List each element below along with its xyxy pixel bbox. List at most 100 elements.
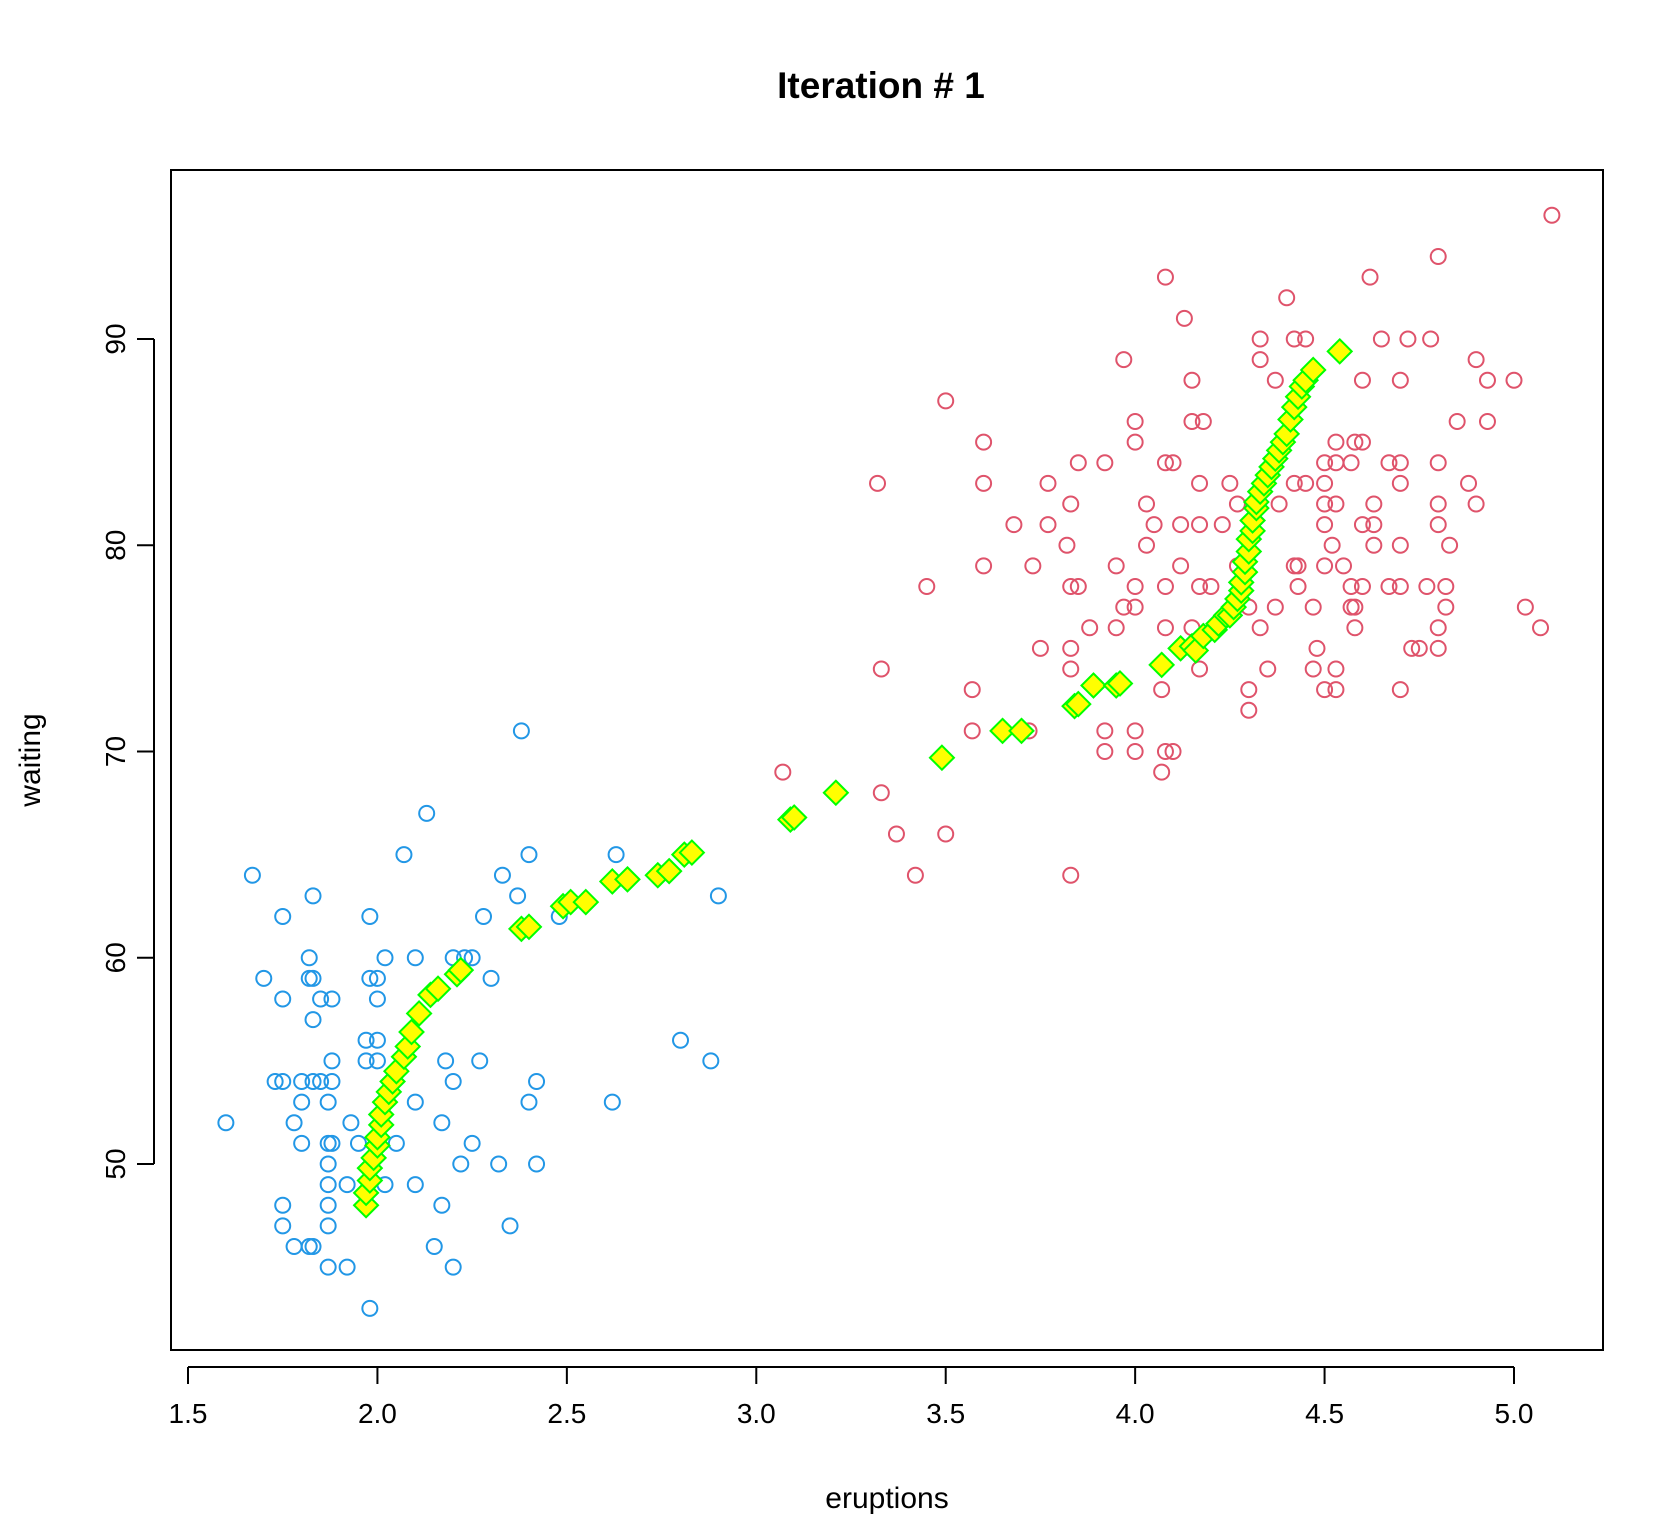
circle-point <box>1429 495 1447 513</box>
circle-point <box>1096 722 1114 740</box>
circle-point <box>1335 557 1353 575</box>
circle-point <box>501 1217 519 1235</box>
circle-point <box>1327 660 1345 678</box>
circle-point <box>1316 495 1334 513</box>
circle-point <box>1391 536 1409 554</box>
circle-point <box>1175 309 1193 327</box>
circle-point <box>1156 454 1174 472</box>
circle-point <box>1403 639 1421 657</box>
diamond-point <box>1080 672 1107 699</box>
circle-point <box>319 1134 337 1152</box>
circle-point <box>1346 619 1364 637</box>
circle-point <box>937 825 955 843</box>
circle-point <box>1297 330 1315 348</box>
circle-point <box>1391 578 1409 595</box>
circle-point <box>357 1031 375 1049</box>
circle-point <box>1266 598 1284 616</box>
circle-point <box>1429 516 1447 534</box>
circle-point <box>1410 639 1428 657</box>
circle-point <box>1213 516 1231 534</box>
circle-point <box>444 1258 462 1276</box>
circle-point <box>395 846 413 864</box>
circle-point <box>338 1258 356 1276</box>
circle-point <box>1323 536 1341 554</box>
circle-point <box>243 866 261 884</box>
circle-point <box>406 1093 424 1111</box>
circle-point <box>361 969 379 987</box>
x-tick-label: 4.5 <box>1305 1398 1344 1429</box>
circle-point <box>1327 433 1345 451</box>
circle-point <box>975 433 993 451</box>
diamond-point <box>928 744 956 772</box>
circle-point <box>1289 578 1307 595</box>
circle-point <box>1418 578 1436 595</box>
circle-point <box>304 887 322 905</box>
circle-point <box>1191 578 1209 595</box>
circle-point <box>1126 598 1144 616</box>
circle-point <box>975 474 993 492</box>
circle-point <box>368 990 386 1008</box>
diamond-point <box>1148 651 1176 679</box>
circle-point <box>349 1134 367 1152</box>
circle-point <box>1327 681 1345 699</box>
circle-point <box>963 681 981 699</box>
diamond-point <box>405 1000 433 1027</box>
circle-point <box>1372 330 1390 348</box>
circle-point <box>323 1134 341 1152</box>
circle-point <box>1342 454 1360 472</box>
circle-point <box>1297 474 1315 492</box>
circle-point <box>304 969 322 987</box>
circle-point <box>319 1258 337 1276</box>
circle-point <box>1429 639 1447 657</box>
circle-point <box>1096 743 1114 760</box>
circle-point <box>444 1073 462 1090</box>
circle-point <box>1478 413 1496 430</box>
x-axis-ticks: 1.5 2.0 2.5 3.0 3.5 4.0 4.5 5.0 <box>169 1367 1533 1429</box>
circle-point <box>312 990 330 1008</box>
circle-point <box>1172 557 1190 575</box>
circle-point <box>1183 413 1201 430</box>
circle-point <box>1126 433 1144 451</box>
circle-point <box>1081 619 1099 637</box>
circle-point <box>937 392 955 410</box>
y-tick-label: 80 <box>100 530 131 561</box>
circle-point <box>1342 598 1360 616</box>
circle-point <box>1346 598 1364 616</box>
circle-point <box>323 1073 341 1090</box>
series-1 <box>217 722 727 1317</box>
circle-point <box>1202 578 1220 595</box>
circle-point <box>1062 578 1080 595</box>
circle-point <box>1126 722 1144 740</box>
circle-point <box>1365 495 1383 513</box>
circle-point <box>1516 598 1534 616</box>
circle-point <box>357 1052 375 1070</box>
circle-point <box>274 1073 292 1090</box>
circle-point <box>1096 454 1114 472</box>
circle-point <box>1422 330 1440 348</box>
circle-point <box>1153 681 1171 699</box>
plot-frame <box>170 169 1604 1351</box>
circle-point <box>1429 619 1447 637</box>
circle-point <box>387 1134 405 1152</box>
circle-point <box>1156 619 1174 637</box>
circle-point <box>1062 866 1080 884</box>
circle-point <box>1126 578 1144 595</box>
circle-point <box>1259 660 1277 678</box>
circle-point <box>300 1238 318 1255</box>
circle-point <box>482 969 500 987</box>
circle-point <box>452 1155 470 1173</box>
circle-point <box>323 1052 341 1070</box>
circle-point <box>1278 289 1296 307</box>
circle-point <box>1365 516 1383 534</box>
x-tick-label: 3.0 <box>737 1398 776 1429</box>
circle-point <box>1437 578 1455 595</box>
circle-point <box>1467 495 1485 513</box>
y-axis-label: waiting <box>14 713 47 807</box>
circle-point <box>774 763 792 781</box>
circle-point <box>1191 516 1209 534</box>
circle-point <box>1316 681 1334 699</box>
circle-point <box>702 1052 720 1070</box>
diamond-point <box>1299 356 1327 384</box>
circle-point <box>425 1238 443 1255</box>
circle-point <box>475 908 493 925</box>
